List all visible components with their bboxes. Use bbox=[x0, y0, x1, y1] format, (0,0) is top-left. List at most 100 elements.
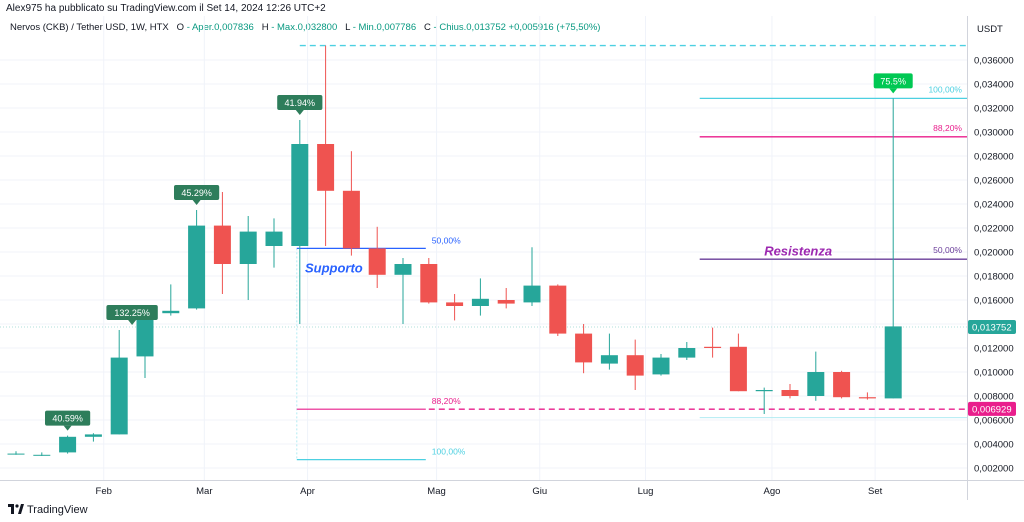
candle-up bbox=[807, 372, 825, 396]
y-tick-label: 0,012000 bbox=[974, 344, 1014, 355]
candle-up bbox=[110, 357, 128, 435]
low-value: - Min.0,007786 bbox=[352, 22, 417, 33]
annotation-label: Resistenza bbox=[764, 244, 832, 259]
candle-up bbox=[162, 310, 180, 314]
close-value: - Chius.0,013752 bbox=[433, 22, 506, 33]
candle-up bbox=[239, 231, 257, 264]
gain-label-box bbox=[106, 305, 158, 320]
gain-label-text: 45.29% bbox=[181, 188, 212, 198]
x-tick-label: Apr bbox=[300, 486, 315, 497]
y-tick-label: 0,002000 bbox=[974, 464, 1014, 475]
y-tick-label: 0,004000 bbox=[974, 440, 1014, 451]
x-tick-label: Giu bbox=[532, 486, 547, 497]
y-tick-label: 0,034000 bbox=[974, 80, 1014, 91]
x-tick-label: Feb bbox=[96, 486, 112, 497]
fib-right-label: 100,00% bbox=[928, 84, 962, 94]
gain-label-box bbox=[45, 410, 91, 426]
candle-down bbox=[729, 346, 747, 392]
gain-label-pointer bbox=[128, 320, 137, 325]
candle-down bbox=[781, 390, 799, 396]
candle-up bbox=[755, 390, 773, 392]
candle-up bbox=[471, 298, 489, 306]
gain-label-box bbox=[174, 185, 220, 200]
candle-up bbox=[884, 326, 902, 399]
published-note: Alex975 ha pubblicato su TradingView.com… bbox=[6, 3, 326, 14]
fibonacci-levels: 50,00% 88,20% 100,00% 100,00% 88,20% 50,00% Su… bbox=[0, 44, 967, 461]
y-tick-label: 0,006000 bbox=[974, 416, 1014, 427]
candle-down bbox=[420, 264, 438, 303]
candle-up bbox=[59, 436, 77, 453]
gain-label-box bbox=[873, 73, 913, 89]
close-label: C bbox=[424, 22, 431, 33]
candle-up bbox=[523, 285, 541, 303]
y-tick-label: 0,024000 bbox=[974, 200, 1014, 211]
y-tick-label: 0,010000 bbox=[974, 368, 1014, 379]
gain-label-pointer bbox=[295, 110, 304, 115]
currency-label: USDT bbox=[977, 24, 1003, 35]
time-axis[interactable]: Feb Mar Apr Mag Giu Lug Ago Set bbox=[0, 480, 1024, 498]
price-tag-text: 0,013752 bbox=[972, 322, 1012, 333]
tradingview-brand: TradingView bbox=[27, 504, 88, 516]
candle-down bbox=[342, 190, 360, 249]
candle-down bbox=[704, 346, 722, 348]
tradingview-footer: TradingView bbox=[8, 504, 88, 516]
high-label: H bbox=[261, 22, 269, 33]
fib-right-label: 50,00% bbox=[933, 245, 962, 255]
x-tick-label: Mag bbox=[427, 486, 445, 497]
gain-label-pointer bbox=[889, 88, 898, 94]
fib-left-label: 100,00% bbox=[432, 447, 466, 457]
y-tick-label: 0,032000 bbox=[974, 104, 1014, 115]
open-value: - Aper.0,007836 bbox=[186, 22, 254, 33]
candle-up bbox=[394, 264, 412, 275]
price-tag bbox=[968, 319, 1016, 334]
open-label: O bbox=[176, 22, 185, 33]
candle-down bbox=[549, 285, 567, 334]
y-tick-label: 0,030000 bbox=[974, 128, 1014, 139]
gain-label-text: 41.94% bbox=[285, 98, 316, 108]
candles bbox=[7, 45, 902, 456]
candle-up bbox=[678, 348, 696, 358]
y-tick-label: 0,028000 bbox=[974, 152, 1014, 163]
symbol-info: Nervos (CKB) / Tether USD, 1W, HTX O - A… bbox=[10, 22, 600, 33]
candle-up bbox=[136, 314, 154, 357]
y-tick-label: 0,018000 bbox=[974, 272, 1014, 283]
x-tick-label: Set bbox=[868, 486, 883, 497]
candle-down bbox=[575, 333, 593, 363]
gain-labels: 40.59% 132.25% 45.29% 41.94% 75.5% bbox=[45, 73, 913, 431]
gain-label-pointer bbox=[192, 200, 201, 205]
symbol-name: Nervos (CKB) / Tether USD, 1W, HTX bbox=[10, 22, 169, 33]
gain-label-box bbox=[277, 95, 323, 110]
price-axis[interactable]: 0,036000 0,034000 0,032000 0,030000 0,028000… bbox=[967, 16, 1017, 500]
y-tick-label: 0,016000 bbox=[974, 296, 1014, 307]
x-tick-label: Lug bbox=[638, 486, 654, 497]
price-tag-text: 0,006929 bbox=[972, 404, 1012, 415]
annotation-label: Supporto bbox=[305, 260, 363, 275]
fib-right-label: 88,20% bbox=[933, 123, 962, 133]
candle-down bbox=[497, 300, 515, 304]
candle-down bbox=[317, 144, 335, 191]
y-tick-label: 0,020000 bbox=[974, 248, 1014, 259]
gain-label-pointer bbox=[63, 425, 72, 431]
candle-down bbox=[626, 355, 644, 376]
low-label: L bbox=[345, 22, 351, 33]
y-tick-label: 0,022000 bbox=[974, 224, 1014, 235]
candle-down bbox=[368, 248, 386, 275]
grid-lines bbox=[0, 16, 967, 480]
x-tick-label: Mar bbox=[196, 486, 212, 497]
y-tick-label: 0,008000 bbox=[974, 392, 1014, 403]
candle-up bbox=[600, 355, 618, 364]
fib-left-label: 50,00% bbox=[432, 235, 461, 245]
change-value: +0,005916 (+75,50%) bbox=[508, 22, 601, 33]
candle-down bbox=[446, 302, 464, 306]
x-tick-label: Ago bbox=[763, 486, 780, 497]
gain-label-text: 40.59% bbox=[52, 414, 83, 424]
candle-up bbox=[7, 453, 25, 455]
candle-up bbox=[188, 225, 206, 309]
candle-up bbox=[652, 357, 670, 375]
y-tick-label: 0,026000 bbox=[974, 176, 1014, 187]
fib-left-label: 88,20% bbox=[432, 396, 461, 406]
candle-down bbox=[858, 397, 876, 399]
high-value: - Max.0,032800 bbox=[271, 22, 338, 33]
gain-label-text: 75.5% bbox=[880, 76, 906, 86]
